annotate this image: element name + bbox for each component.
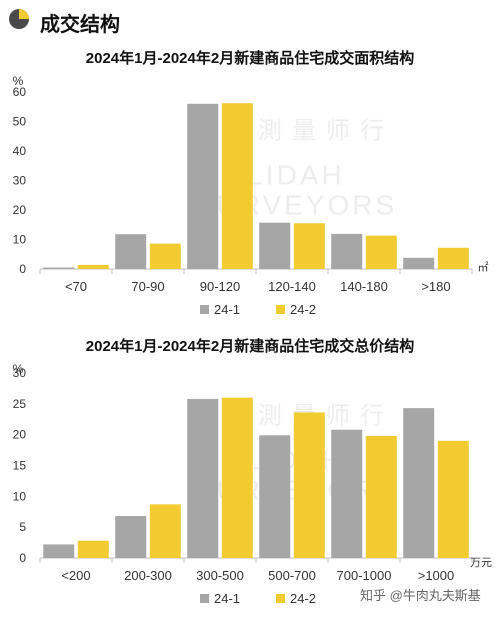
bar-24-2-200-300 xyxy=(149,504,181,558)
x-tick-label: 90-120 xyxy=(200,279,240,294)
price-structure-chart: 中測量师行LIDAHSURVEYORS2024年1月-2024年2月新建商品住宅… xyxy=(0,330,500,617)
x-axis-unit: 万元 xyxy=(470,557,492,569)
chart-title: 2024年1月-2024年2月新建商品住宅成交面积结构 xyxy=(86,49,414,67)
legend-swatch-24-1 xyxy=(200,594,209,603)
y-tick-label: 60 xyxy=(13,85,27,99)
y-tick-label: 15 xyxy=(13,459,27,473)
legend-label-24-1: 24-1 xyxy=(214,302,240,317)
bar-24-2-500-700 xyxy=(293,412,325,558)
area-structure-chart: 中測量师行LIDAHSURVEYORS2024年1月-2024年2月新建商品住宅… xyxy=(0,42,500,324)
bar-24-2-70-90 xyxy=(149,243,181,269)
y-tick-label: 0 xyxy=(19,262,26,276)
bar-24-2-140-180 xyxy=(365,235,397,269)
watermark-char: 量 xyxy=(292,118,316,145)
bar-24-2-120-140 xyxy=(293,223,325,269)
watermark-char: 行 xyxy=(360,118,384,145)
y-tick-label: 20 xyxy=(13,428,27,442)
x-tick-label: 700-1000 xyxy=(337,568,392,583)
x-tick-label: 120-140 xyxy=(268,279,316,294)
y-tick-label: 0 xyxy=(19,551,26,565)
x-axis-unit: ㎡ xyxy=(478,261,489,274)
legend-label-24-1: 24-1 xyxy=(214,591,240,606)
price-structure-chart-svg: 中測量师行LIDAHSURVEYORS2024年1月-2024年2月新建商品住宅… xyxy=(13,337,492,606)
bar-24-1-200-300 xyxy=(115,516,147,558)
x-tick-label: <70 xyxy=(65,279,87,294)
x-tick-label: <200 xyxy=(61,568,90,583)
y-tick-label: 10 xyxy=(13,489,27,503)
bar-24-1-120-140 xyxy=(259,222,291,269)
pie-chart-icon xyxy=(9,9,29,29)
area-structure-chart-svg: 中測量师行LIDAHSURVEYORS2024年1月-2024年2月新建商品住宅… xyxy=(13,49,489,317)
bar-24-2-90-120 xyxy=(221,103,253,270)
bar-24-2->1000 xyxy=(437,440,469,558)
watermark-char: 測 xyxy=(258,118,282,145)
y-axis-unit: % xyxy=(13,74,24,88)
y-tick-label: 5 xyxy=(19,520,26,534)
watermark-char: 測 xyxy=(258,403,282,430)
bar-24-2-700-1000 xyxy=(365,435,397,558)
bar-24-2-<70 xyxy=(77,264,109,269)
x-tick-label: >180 xyxy=(421,279,450,294)
y-tick-label: 30 xyxy=(13,366,27,380)
legend-swatch-24-2 xyxy=(276,305,285,314)
footer-watermark: 知乎 @牛肉丸夫斯基 xyxy=(360,588,481,603)
y-tick-label: 10 xyxy=(13,233,27,247)
bar-24-1-300-500 xyxy=(187,398,219,558)
legend-swatch-24-1 xyxy=(200,305,209,314)
x-tick-label: 200-300 xyxy=(124,568,172,583)
bar-24-2->180 xyxy=(437,247,469,269)
watermark-char: 行 xyxy=(360,403,384,430)
y-tick-label: 50 xyxy=(13,115,27,129)
bar-24-1->1000 xyxy=(403,408,435,558)
watermark-char: 师 xyxy=(326,403,350,430)
bar-24-2-<200 xyxy=(77,540,109,558)
x-tick-label: 500-700 xyxy=(268,568,316,583)
chart-title: 2024年1月-2024年2月新建商品住宅成交总价结构 xyxy=(86,337,414,355)
watermark-word: LIDAH xyxy=(247,160,344,191)
watermark-char: 师 xyxy=(326,118,350,145)
x-tick-label: 300-500 xyxy=(196,568,244,583)
section-header: 成交结构 xyxy=(0,0,500,40)
bar-24-1-90-120 xyxy=(187,103,219,269)
bar-24-1->180 xyxy=(403,257,435,269)
y-tick-label: 40 xyxy=(13,144,27,158)
legend-label-24-2: 24-2 xyxy=(290,591,316,606)
section-title: 成交结构 xyxy=(40,14,120,36)
bar-24-1-<70 xyxy=(43,267,75,269)
bar-24-2-300-500 xyxy=(221,397,253,558)
x-tick-label: 70-90 xyxy=(131,279,164,294)
bar-24-1-500-700 xyxy=(259,435,291,558)
x-tick-label: >1000 xyxy=(418,568,455,583)
x-tick-label: 140-180 xyxy=(340,279,388,294)
legend-swatch-24-2 xyxy=(276,594,285,603)
y-tick-label: 30 xyxy=(13,174,27,188)
bar-24-1-<200 xyxy=(43,544,75,558)
bar-24-1-700-1000 xyxy=(331,429,363,558)
y-tick-label: 20 xyxy=(13,203,27,217)
legend-label-24-2: 24-2 xyxy=(290,302,316,317)
y-axis-unit: % xyxy=(13,362,24,376)
y-tick-label: 25 xyxy=(13,397,27,411)
bar-24-1-70-90 xyxy=(115,234,147,269)
bar-24-1-140-180 xyxy=(331,233,363,269)
